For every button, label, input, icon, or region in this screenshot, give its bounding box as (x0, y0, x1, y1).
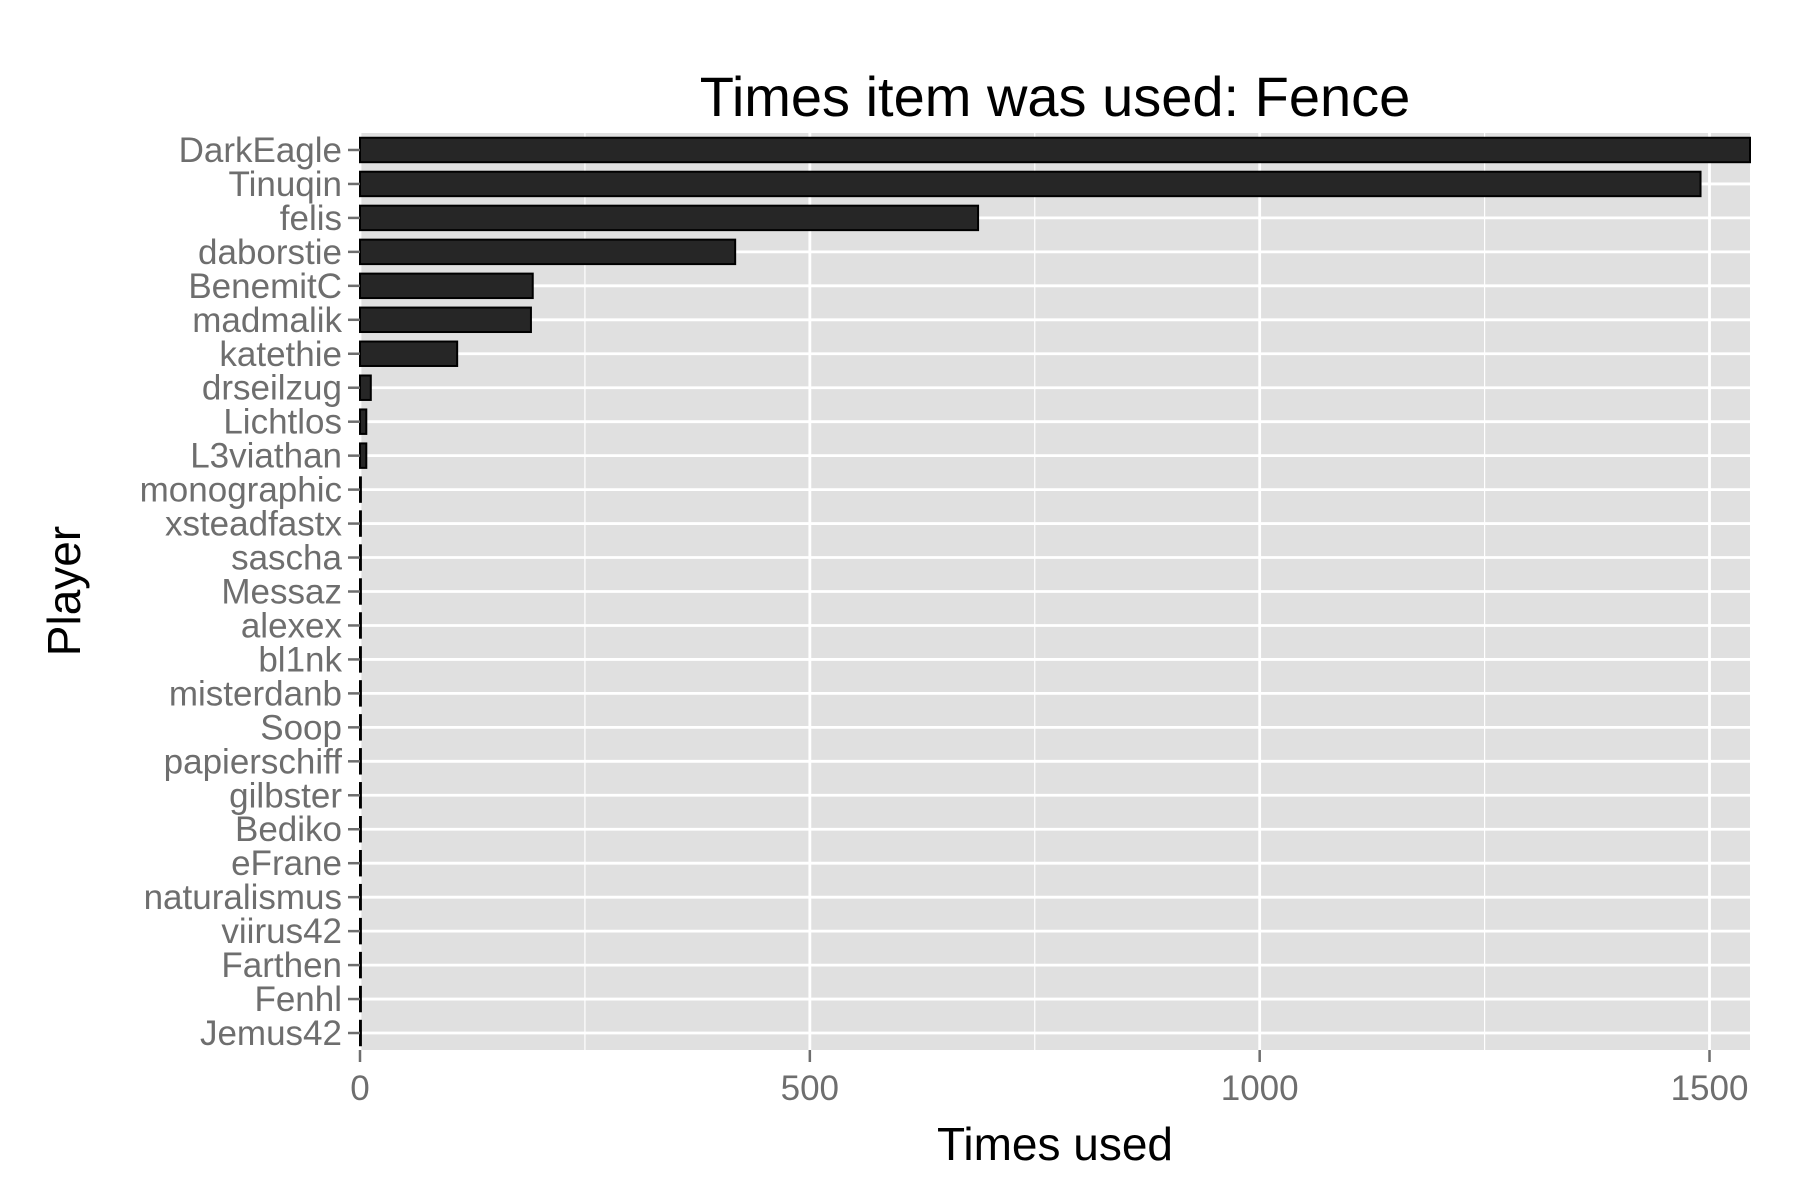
y-tick-label: Bediko (235, 810, 342, 849)
y-tick-label: L3viathan (190, 437, 342, 476)
y-tick-label: BenemitC (188, 267, 342, 306)
y-tick-label: madmalik (192, 301, 342, 340)
bar-misterdanb (359, 680, 362, 707)
bar-xsteadfastx (359, 510, 362, 537)
y-tick-label: Soop (260, 708, 342, 747)
bar-katethie (359, 340, 459, 367)
bar-Messaz (359, 578, 362, 605)
bar-madmalik (359, 306, 532, 334)
y-tick-label: drseilzug (202, 369, 342, 408)
bar-papierschiff (359, 748, 362, 775)
bar-monographic (359, 476, 362, 503)
y-tick-label: papierschiff (164, 742, 343, 781)
bar-BenemitC (359, 272, 534, 300)
chart-title: Times item was used: Fence (700, 65, 1411, 128)
y-axis-title: Player (38, 526, 90, 656)
x-tick-label: 500 (781, 1069, 839, 1108)
y-tick-label: Farthen (221, 946, 342, 985)
bars (359, 136, 1751, 1047)
y-tick-label: DarkEagle (179, 131, 342, 170)
y-tick-label: naturalismus (144, 878, 342, 917)
x-axis-title: Times used (937, 1118, 1173, 1170)
y-tick-label: katethie (219, 335, 342, 374)
bar-L3viathan (359, 442, 368, 469)
bar-gilbster (359, 782, 362, 809)
y-axis: DarkEagleTinuqinfelisdaborstieBenemitCma… (140, 131, 360, 1053)
x-axis: 0 500 1000 1500 (350, 1050, 1748, 1108)
bar-Bediko (359, 816, 362, 843)
y-tick-label: misterdanb (169, 674, 342, 713)
bar-naturalismus (359, 883, 362, 911)
y-tick-label: monographic (140, 471, 342, 510)
y-tick-label: sascha (231, 539, 342, 578)
bar-felis (359, 204, 980, 232)
x-tick-label: 1000 (1221, 1069, 1299, 1108)
y-tick-label: Lichtlos (223, 403, 342, 442)
y-tick-label: daborstie (198, 233, 342, 272)
bar-viirus42 (359, 917, 362, 945)
y-tick-label: xsteadfastx (165, 505, 343, 544)
bar-Jemus42 (359, 1019, 362, 1047)
bar-Fenhl (359, 985, 362, 1013)
bar-drseilzug (359, 374, 372, 401)
y-tick-label: viirus42 (221, 912, 342, 951)
bar-Lichtlos (359, 408, 368, 435)
y-tick-label: Tinuqin (229, 165, 343, 204)
y-tick-label: gilbster (229, 776, 342, 815)
bar-alexex (359, 612, 362, 639)
bar-Soop (359, 714, 362, 741)
bar-DarkEagle (359, 136, 1751, 164)
bar-daborstie (359, 238, 737, 266)
bar-bl1nk (359, 646, 362, 673)
y-tick-label: bl1nk (258, 640, 342, 679)
y-tick-label: Messaz (221, 573, 342, 612)
y-tick-label: Fenhl (254, 980, 342, 1019)
x-tick-label: 0 (350, 1069, 369, 1108)
y-tick-label: alexex (241, 606, 343, 645)
y-tick-label: Jemus42 (200, 1014, 342, 1053)
bar-Farthen (359, 951, 362, 979)
bar-Tinuqin (359, 170, 1702, 198)
x-tick-label: 1500 (1671, 1069, 1749, 1108)
y-tick-label: eFrane (231, 844, 342, 883)
bar-eFrane (359, 849, 362, 877)
y-tick-label: felis (280, 199, 342, 238)
bar-sascha (359, 544, 362, 571)
